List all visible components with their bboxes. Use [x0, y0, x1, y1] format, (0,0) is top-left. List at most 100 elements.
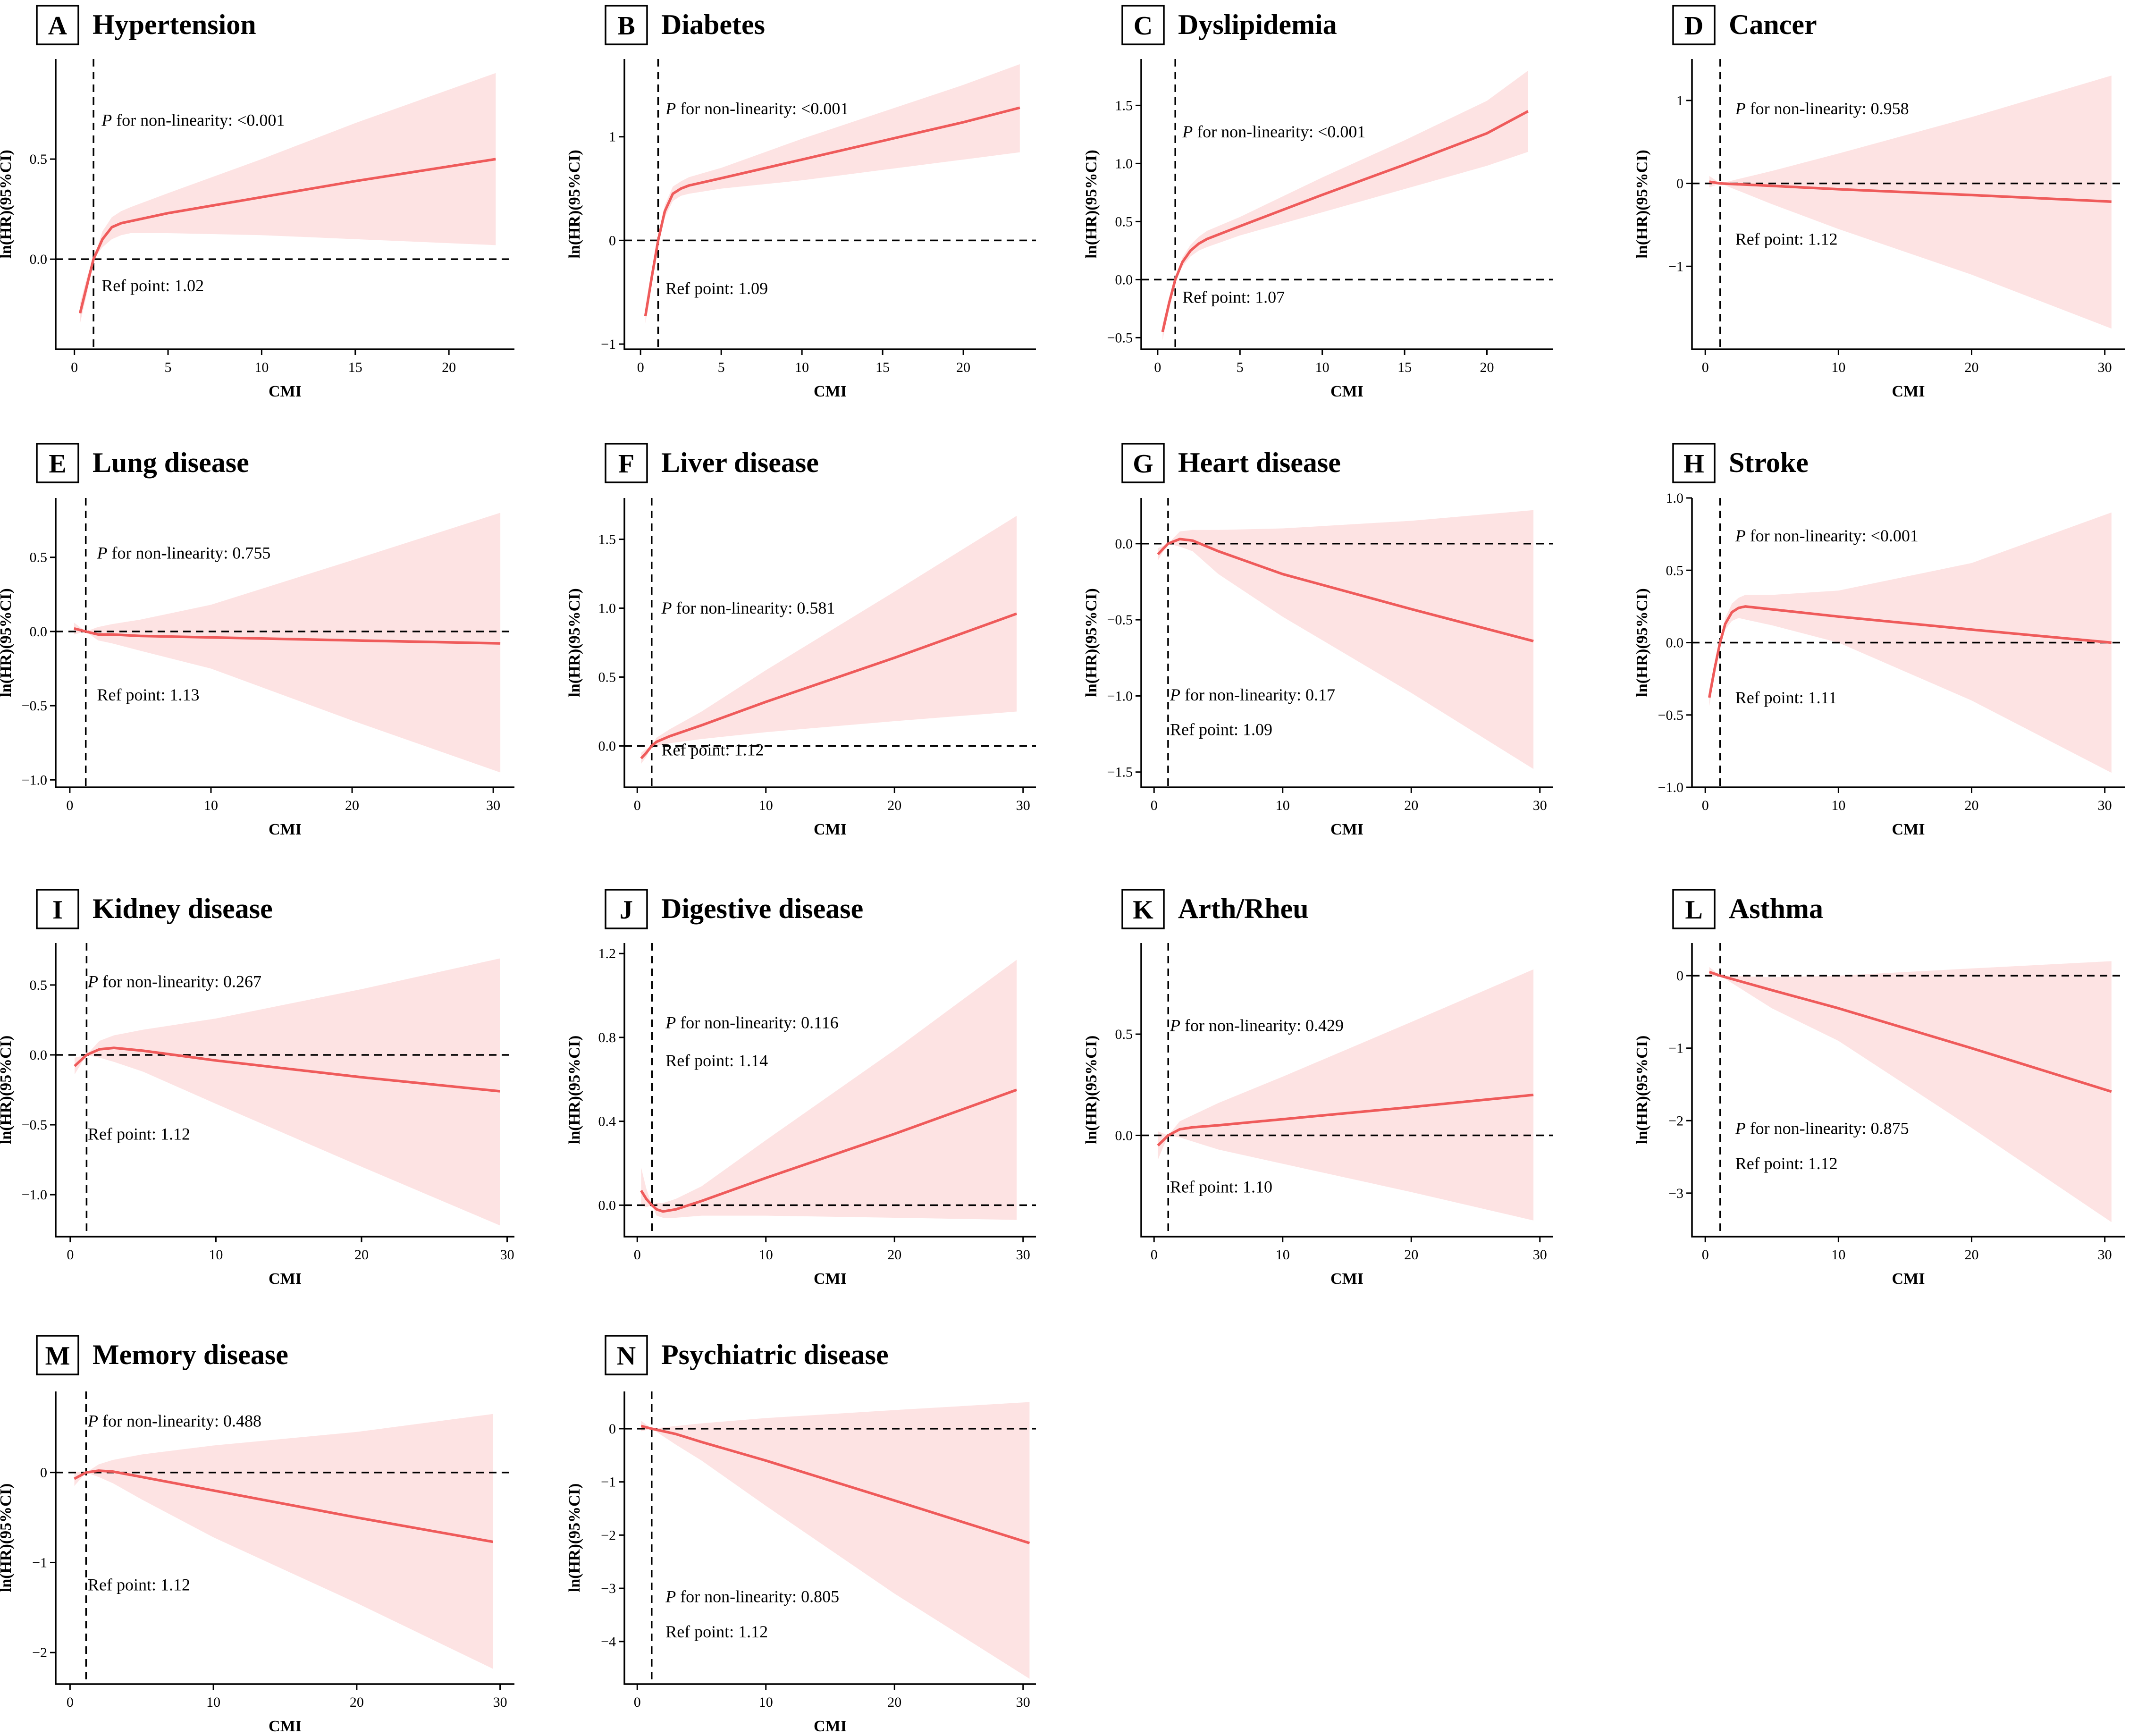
y-tick-label: −2 — [32, 1645, 47, 1660]
ref-point-label: Ref point: 1.12 — [1735, 1154, 1838, 1173]
x-tick-label: 20 — [1965, 798, 1979, 813]
p-nonlinearity-label: P for non-linearity: 0.875 — [1735, 1119, 1909, 1138]
y-tick-label: 0.0 — [1115, 1128, 1133, 1144]
x-tick-label: 10 — [254, 360, 269, 375]
hr-curve — [74, 1469, 493, 1543]
ci-band — [75, 958, 500, 1226]
ref-point-label: Ref point: 1.02 — [101, 276, 204, 295]
x-tick-label: 0 — [67, 1247, 74, 1263]
x-tick-label: 20 — [350, 1694, 364, 1710]
axes — [623, 59, 1036, 350]
y-tick-label: 0.0 — [1666, 635, 1684, 651]
y-tick-label: −4 — [601, 1634, 616, 1650]
panel-letter-box — [605, 443, 648, 483]
ref-point-label: Ref point: 1.11 — [1735, 688, 1837, 707]
ref-point-label: Ref point: 1.13 — [97, 685, 199, 704]
p-symbol: P — [1735, 526, 1746, 545]
y-axis-title: ln(HR)(95%CI) — [1633, 1036, 1651, 1144]
panel-letter-box — [1121, 443, 1165, 483]
panel-letter: I — [52, 895, 63, 925]
y-tick-label: 1.5 — [598, 532, 616, 548]
p-value-text: for non-linearity: 0.429 — [1180, 1016, 1344, 1035]
y-tick-label: 0.0 — [598, 738, 616, 754]
x-tick-label: 20 — [956, 360, 970, 375]
x-axis-title: CMI — [814, 383, 847, 400]
x-tick-label: 10 — [209, 1247, 223, 1263]
y-tick-label: 1.0 — [598, 601, 616, 616]
x-axis-title: CMI — [269, 821, 302, 838]
y-axis-title: ln(HR)(95%CI) — [1083, 150, 1100, 258]
y-tick-label: 1 — [609, 129, 616, 145]
panel-h: H Stroke 0 10 20 30 −1.0 −0.5 0.0 0.5 1.0 CMI ln(HR)… — [1633, 443, 2125, 838]
y-tick-label: −0.5 — [1107, 330, 1133, 346]
y-tick-label: 0 — [609, 233, 616, 248]
p-nonlinearity-label: P for non-linearity: 0.958 — [1735, 99, 1909, 118]
ci-band — [1709, 961, 2112, 1222]
y-tick-label: −1 — [601, 1475, 616, 1490]
panel-c: C Dyslipidemia 0 5 10 15 20 −0.5 0.0 0.5 1.0 1.5 CMI… — [1083, 5, 1553, 400]
ref-point-label: Ref point: 1.12 — [665, 1622, 768, 1641]
y-tick-label: 1 — [1676, 93, 1683, 109]
x-tick-label: 10 — [1276, 798, 1290, 813]
x-tick-label: 15 — [348, 360, 362, 375]
panel-letter: M — [45, 1341, 70, 1371]
x-tick-label: 5 — [1237, 360, 1244, 375]
x-axis-title: CMI — [269, 1270, 302, 1288]
axes — [1691, 943, 2125, 1238]
y-tick-label: −1.0 — [1658, 780, 1683, 795]
panel-letter-box — [605, 1335, 648, 1375]
ci-band — [80, 73, 496, 323]
axes — [623, 943, 1036, 1238]
p-nonlinearity-label: P for non-linearity: <0.001 — [1182, 122, 1365, 141]
panel-letter-box — [605, 889, 648, 929]
p-symbol: P — [1182, 122, 1193, 141]
hr-curve — [1709, 180, 2112, 203]
panel-letter-box — [36, 5, 79, 45]
ci-band — [641, 960, 1017, 1220]
x-tick-label: 20 — [887, 1694, 901, 1710]
p-nonlinearity-label: P for non-linearity: 0.755 — [96, 544, 270, 563]
y-axis-title: ln(HR)(95%CI) — [1083, 1036, 1100, 1144]
x-axis-title: CMI — [1892, 1270, 1925, 1288]
p-nonlinearity-label: P for non-linearity: 0.488 — [87, 1411, 261, 1430]
y-tick-label: 0.0 — [598, 1197, 616, 1213]
x-tick-label: 10 — [1831, 360, 1845, 375]
x-tick-label: 10 — [795, 360, 809, 375]
y-tick-label: 0.5 — [1115, 1027, 1133, 1042]
panel-letter-box — [36, 1335, 79, 1375]
panel-title: Liver disease — [661, 447, 819, 478]
x-tick-label: 20 — [1965, 1247, 1979, 1263]
p-symbol: P — [665, 1587, 676, 1606]
x-axis-title: CMI — [269, 1718, 302, 1735]
p-symbol: P — [1170, 1016, 1180, 1035]
y-tick-label: −1.5 — [1107, 765, 1133, 780]
panel-letter-box — [1121, 889, 1165, 929]
x-tick-label: 30 — [1533, 798, 1547, 813]
p-value-text: for non-linearity: 0.581 — [672, 598, 835, 617]
panel-letter: N — [617, 1341, 636, 1371]
axes — [55, 59, 514, 350]
p-nonlinearity-label: P for non-linearity: 0.267 — [87, 972, 261, 991]
hr-curve — [1708, 970, 2112, 1093]
panel-b: B Diabetes 0 5 10 15 20 −1 0 1 CMI ln(HR)(95%CI) P f… — [566, 5, 1036, 400]
hr-curve — [74, 1046, 500, 1093]
y-tick-label: 0.0 — [30, 252, 48, 267]
panel-title: Heart disease — [1178, 447, 1341, 478]
x-tick-label: 30 — [493, 1694, 507, 1710]
x-tick-label: 0 — [1702, 1247, 1709, 1263]
panel-letter-box — [36, 889, 79, 929]
x-tick-label: 20 — [354, 1247, 369, 1263]
panel-letter: G — [1133, 449, 1153, 479]
x-tick-label: 0 — [1702, 798, 1709, 813]
panel-title: Diabetes — [661, 9, 765, 40]
y-tick-label: 1.5 — [1115, 98, 1133, 113]
axes — [1140, 943, 1553, 1238]
ref-point-label: Ref point: 1.09 — [665, 279, 768, 298]
x-tick-label: 10 — [1276, 1247, 1290, 1263]
y-tick-label: 0.5 — [598, 669, 616, 685]
p-symbol: P — [87, 1411, 98, 1430]
x-tick-label: 10 — [204, 798, 218, 813]
y-tick-label: −1.0 — [22, 772, 47, 788]
y-axis-title: ln(HR)(95%CI) — [1083, 588, 1100, 697]
p-value-text: for non-linearity: <0.001 — [676, 99, 849, 118]
